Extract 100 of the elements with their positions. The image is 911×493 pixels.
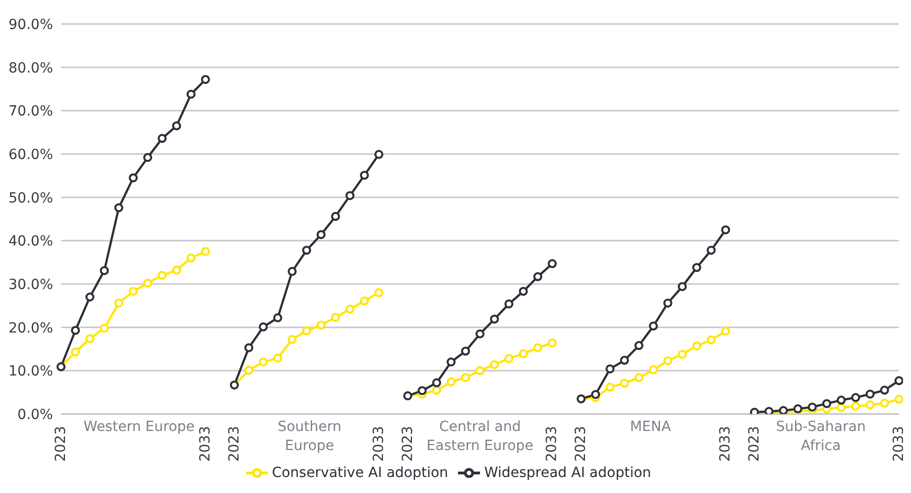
point bbox=[663, 356, 672, 366]
point bbox=[345, 304, 354, 314]
point bbox=[822, 399, 832, 408]
point bbox=[70, 348, 80, 357]
text: Central and Eastern Europe bbox=[426, 418, 534, 456]
point bbox=[866, 390, 875, 399]
point bbox=[606, 364, 615, 374]
point bbox=[432, 378, 442, 388]
point bbox=[302, 326, 312, 336]
point bbox=[591, 390, 600, 399]
text: Western Europe bbox=[82, 418, 196, 437]
point bbox=[70, 326, 80, 335]
point bbox=[533, 272, 542, 282]
point bbox=[143, 152, 152, 162]
y-tick-label: 50.0% bbox=[8, 190, 53, 206]
point bbox=[548, 259, 557, 268]
x-tick-label: 2033 bbox=[370, 426, 387, 462]
point bbox=[316, 320, 326, 330]
point bbox=[331, 312, 340, 322]
point bbox=[244, 366, 254, 375]
point bbox=[706, 335, 716, 344]
point bbox=[634, 373, 644, 382]
point bbox=[288, 334, 297, 344]
point bbox=[316, 230, 326, 240]
point bbox=[172, 121, 182, 130]
x-tick-label: 2033 bbox=[891, 426, 907, 462]
point bbox=[476, 366, 484, 376]
point bbox=[186, 254, 196, 262]
x-tick-label: 2023 bbox=[573, 426, 590, 462]
point bbox=[345, 191, 354, 200]
point bbox=[634, 341, 644, 350]
text: MENA bbox=[628, 418, 672, 437]
x-tick-label: 2033 bbox=[544, 426, 560, 462]
x-tick-label: 2023 bbox=[746, 426, 763, 462]
point bbox=[418, 386, 427, 396]
point bbox=[533, 343, 542, 352]
point bbox=[808, 402, 817, 412]
y-tick-label: 20.0% bbox=[8, 320, 53, 336]
point bbox=[648, 322, 658, 331]
point bbox=[100, 266, 109, 276]
point bbox=[114, 203, 124, 212]
point bbox=[504, 354, 514, 364]
x-tick-label: 2033 bbox=[718, 426, 734, 462]
point bbox=[518, 349, 528, 358]
x-tick-label: 2033 bbox=[197, 426, 214, 462]
point bbox=[128, 173, 138, 182]
point bbox=[374, 288, 384, 298]
point bbox=[606, 382, 615, 392]
point bbox=[114, 298, 124, 308]
point bbox=[548, 338, 557, 348]
point bbox=[706, 246, 716, 255]
point bbox=[663, 298, 672, 308]
point bbox=[851, 393, 860, 402]
point bbox=[186, 90, 196, 99]
point bbox=[504, 299, 514, 308]
point bbox=[273, 354, 282, 363]
point bbox=[518, 286, 528, 296]
point bbox=[692, 341, 702, 350]
y-tick-label: 0.0% bbox=[17, 406, 53, 423]
legend-label: Conservative AI adoption bbox=[272, 464, 448, 481]
point bbox=[158, 134, 167, 143]
point bbox=[360, 296, 369, 306]
point bbox=[721, 326, 730, 336]
point bbox=[128, 286, 138, 296]
legend-label: Widespread AI adoption bbox=[484, 464, 652, 481]
point bbox=[476, 329, 484, 338]
point bbox=[648, 365, 658, 374]
point bbox=[374, 150, 384, 159]
point bbox=[258, 358, 268, 366]
x-tick-label: 2023 bbox=[226, 426, 242, 462]
y-tick-label: 10.0% bbox=[8, 364, 53, 380]
point bbox=[851, 402, 860, 411]
point bbox=[244, 343, 254, 352]
point bbox=[360, 170, 369, 180]
y-tick-label: 40.0% bbox=[8, 234, 53, 250]
text: Southern Europe bbox=[276, 418, 342, 456]
point bbox=[880, 386, 890, 395]
point bbox=[894, 376, 903, 386]
point bbox=[143, 278, 152, 288]
point bbox=[446, 377, 456, 386]
text: Sub-Saharan Africa bbox=[774, 418, 867, 456]
point bbox=[158, 270, 167, 280]
point bbox=[692, 263, 702, 272]
point bbox=[200, 247, 210, 256]
point bbox=[288, 266, 297, 276]
point bbox=[302, 246, 312, 255]
y-tick-label: 60.0% bbox=[8, 146, 53, 163]
point bbox=[100, 324, 109, 333]
y-tick-label: 70.0% bbox=[8, 104, 53, 120]
point bbox=[490, 360, 499, 370]
point bbox=[880, 398, 890, 408]
point bbox=[200, 74, 210, 84]
point bbox=[836, 403, 846, 412]
point bbox=[836, 396, 846, 405]
point bbox=[273, 313, 282, 322]
point bbox=[678, 350, 687, 359]
point bbox=[331, 212, 340, 221]
point bbox=[446, 358, 456, 366]
point bbox=[894, 394, 903, 404]
x-tick-label: 2023 bbox=[53, 426, 69, 462]
